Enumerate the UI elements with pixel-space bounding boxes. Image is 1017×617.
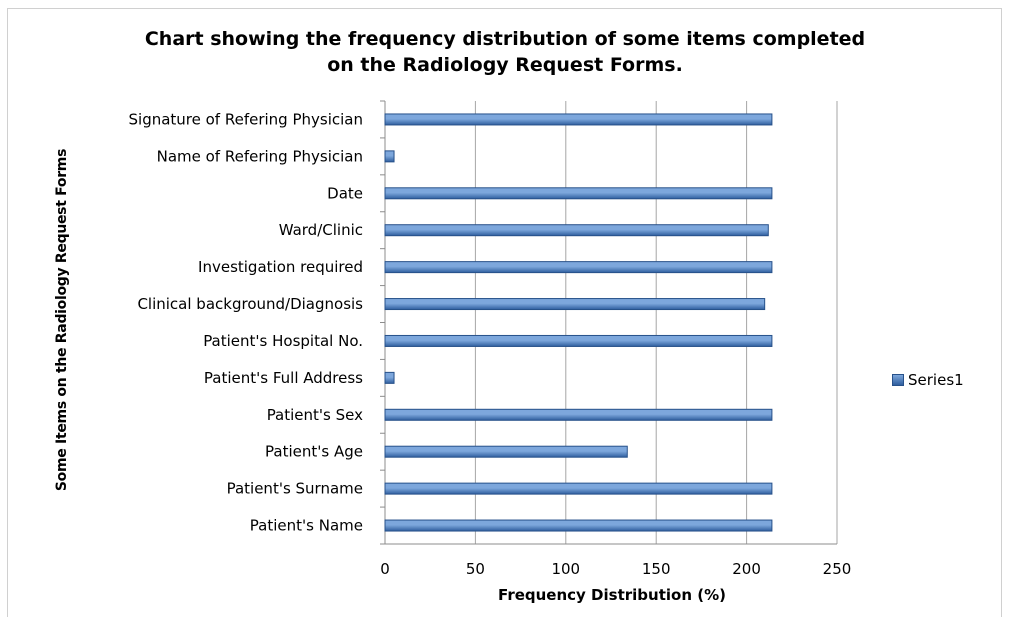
bar-patient-s-surname xyxy=(384,482,773,495)
category-label: Patient's Full Address xyxy=(204,369,363,387)
category-label: Name of Refering Physician xyxy=(157,147,363,165)
category-labels: Signature of Refering Physician Name of R… xyxy=(129,110,364,534)
bar-patient-s-age xyxy=(384,445,628,458)
bars xyxy=(384,113,773,532)
category-label: Patient's Sex xyxy=(267,406,363,424)
legend-swatch-series1 xyxy=(892,374,904,386)
x-tick-label: 0 xyxy=(380,560,390,578)
bar-date xyxy=(384,187,773,200)
gridlines xyxy=(474,101,838,544)
axes xyxy=(380,100,837,545)
category-label: Ward/Clinic xyxy=(279,221,363,239)
bar-clinical-background-diagnosis xyxy=(384,298,766,311)
bar-patient-s-sex xyxy=(384,408,773,421)
bar-patient-s-name xyxy=(384,519,773,532)
x-tick-label: 100 xyxy=(551,560,580,578)
legend-label-series1: Series1 xyxy=(908,371,964,389)
x-tick-labels: 0 50 100 150 200 250 xyxy=(380,560,851,578)
category-label: Patient's Age xyxy=(265,443,363,461)
bar-signature-of-refering-physician xyxy=(384,113,773,126)
bar-investigation-required xyxy=(384,261,773,274)
category-label: Patient's Surname xyxy=(227,480,363,498)
bar-ward-clinic xyxy=(384,224,769,237)
x-tick-label: 150 xyxy=(642,560,671,578)
category-label: Patient's Hospital No. xyxy=(203,332,363,350)
category-label: Signature of Refering Physician xyxy=(129,110,364,128)
bar-patient-s-hospital-no xyxy=(384,334,773,347)
legend: Series1 xyxy=(892,371,964,389)
bar-name-of-refering-physician xyxy=(384,150,395,163)
chart-title: Chart showing the frequency distribution… xyxy=(80,26,930,78)
category-label: Investigation required xyxy=(198,258,363,276)
category-label: Date xyxy=(327,184,363,202)
x-axis-label: Frequency Distribution (%) xyxy=(498,586,726,604)
x-tick-label: 50 xyxy=(466,560,485,578)
chart-title-line-1: Chart showing the frequency distribution… xyxy=(144,28,866,50)
x-tick-label: 250 xyxy=(823,560,852,578)
chart-title-line-2: on the Radiology Request Forms. xyxy=(327,54,683,76)
x-tick-label: 200 xyxy=(732,560,761,578)
category-label: Patient's Name xyxy=(250,517,363,535)
chart-frame xyxy=(7,8,1002,617)
category-label: Clinical background/Diagnosis xyxy=(137,295,363,313)
bar-patient-s-full-address xyxy=(384,371,395,384)
